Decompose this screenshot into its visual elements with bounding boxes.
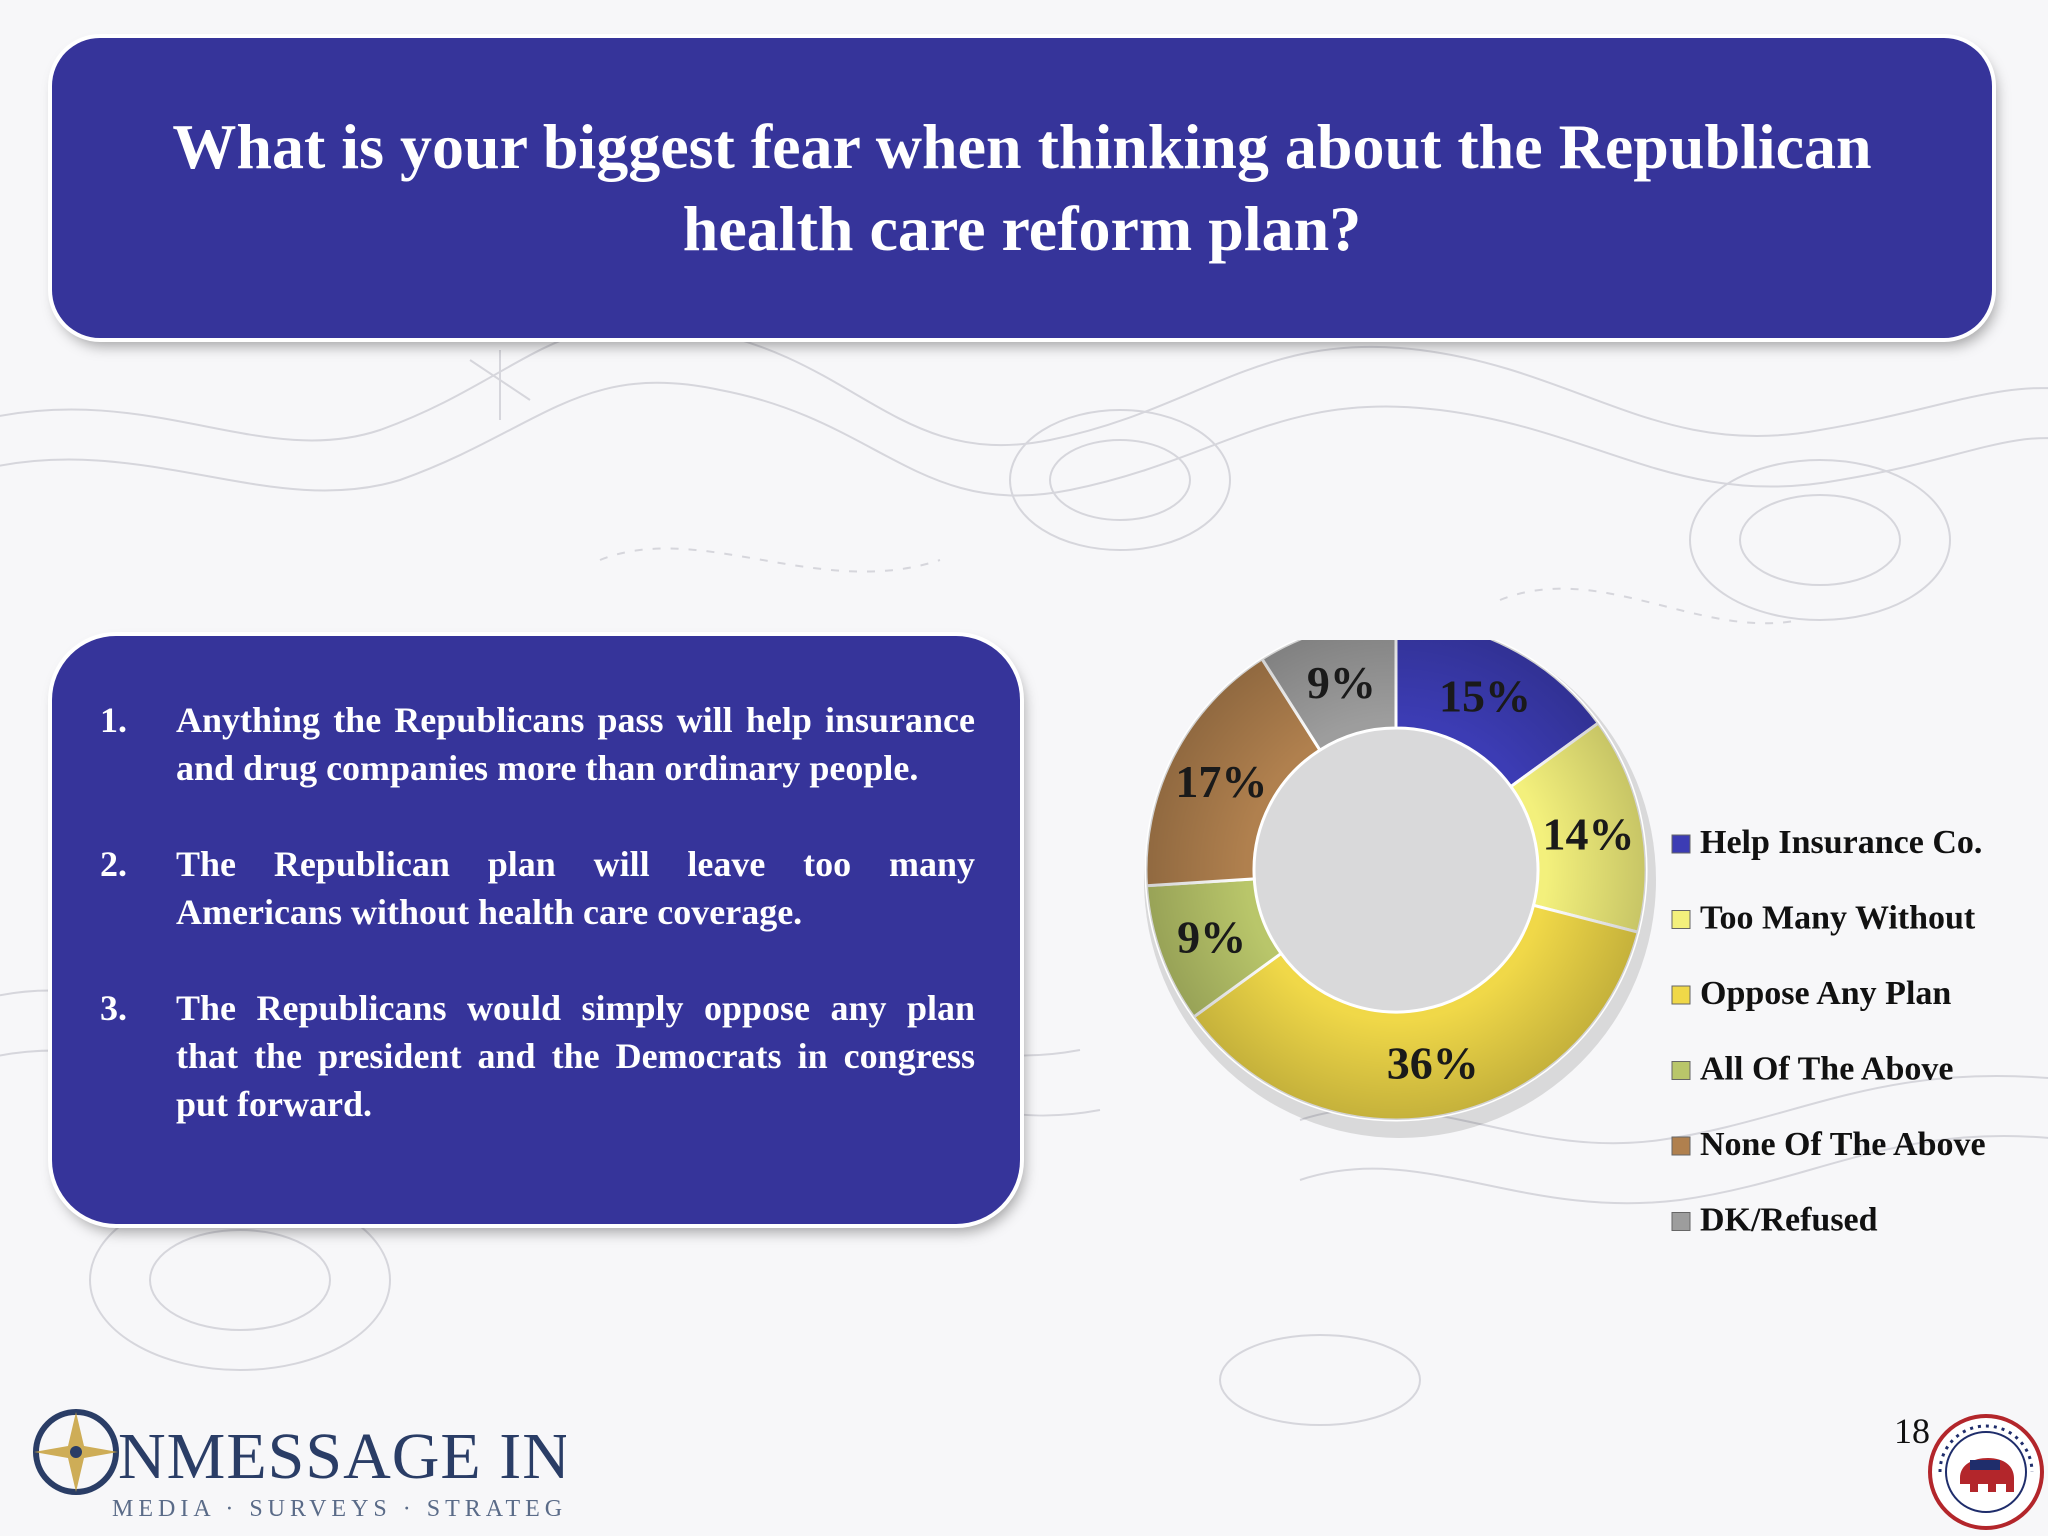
legend-swatch <box>1671 1212 1691 1231</box>
list-number: 3. <box>100 988 127 1028</box>
legend-label: All Of The Above <box>1700 1051 1953 1088</box>
legend-label: Too Many Without <box>1700 900 1976 937</box>
slice-data-label: 14% <box>1543 808 1635 859</box>
list-number: 2. <box>100 844 127 884</box>
svg-text:MEDIA · SURVEYS · STRATEGY: MEDIA · SURVEYS · STRATEGY <box>112 1496 566 1522</box>
list-item: 3. The Republicans would simply oppose a… <box>100 984 975 1128</box>
legend-label: None Of The Above <box>1700 1126 1986 1163</box>
legend-label: Oppose Any Plan <box>1700 975 1951 1012</box>
legend-label: DK/Refused <box>1700 1202 1878 1239</box>
slice-data-label: 36% <box>1387 1038 1479 1089</box>
page-number: 18 <box>1894 1411 1930 1451</box>
list-text: The Republicans would simply oppose any … <box>176 988 975 1124</box>
slice-data-label: 9% <box>1307 657 1376 708</box>
onmessage-logo: NMESSAGE INC. MEDIA · SURVEYS · STRATEGY <box>33 1409 566 1522</box>
legend-swatch <box>1671 834 1691 854</box>
donut-chart: 15% 14% 36% 9% 17% 9% Help Insurance Co. Too M… <box>1144 640 1986 1239</box>
list-text: The Republican plan will leave too many … <box>176 844 975 932</box>
donut-shading <box>1146 640 1646 1120</box>
list-item: 1. Anything the Republicans pass will he… <box>100 696 975 792</box>
legend-swatch <box>1671 1136 1691 1156</box>
svg-text:NMESSAGE INC.: NMESSAGE INC. <box>118 1420 566 1493</box>
rnc-seal-logo <box>1928 1414 2044 1530</box>
legend-swatch <box>1671 910 1691 929</box>
list-item: 2. The Republican plan will leave too ma… <box>100 840 975 936</box>
slice-data-label: 17% <box>1175 756 1267 807</box>
legend-label: Help Insurance Co. <box>1700 824 1982 861</box>
title-banner: What is your biggest fear when thinking … <box>52 38 1992 338</box>
list-text: Anything the Republicans pass will help … <box>176 700 975 788</box>
legend-swatch <box>1671 985 1691 1005</box>
slice-data-label: 9% <box>1177 911 1246 962</box>
slice-data-label: 15% <box>1439 670 1531 721</box>
findings-list: 1. Anything the Republicans pass will he… <box>52 636 1020 1224</box>
list-number: 1. <box>100 700 127 740</box>
legend-swatch <box>1671 1061 1691 1080</box>
slide-title: What is your biggest fear when thinking … <box>172 111 1872 264</box>
